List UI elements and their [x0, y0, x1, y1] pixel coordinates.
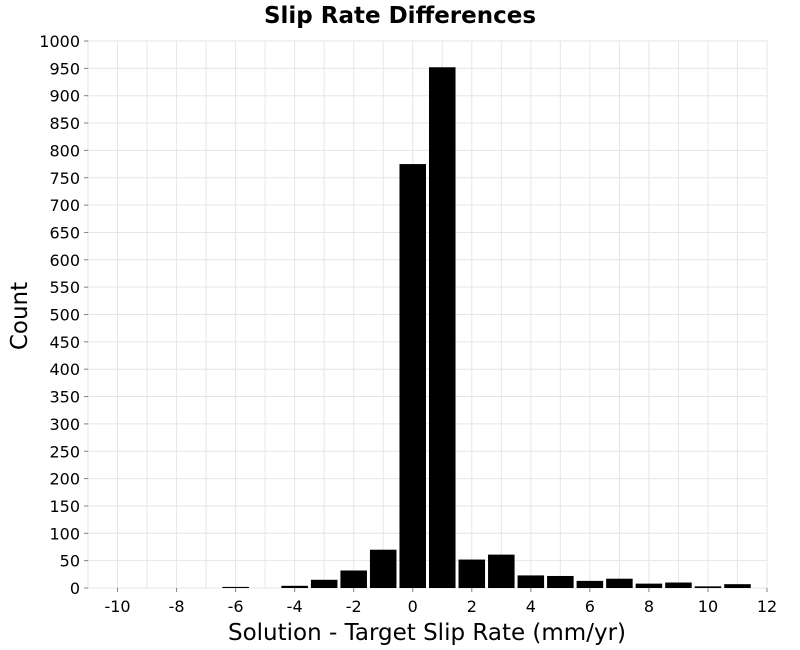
- x-tick-label: 2: [467, 597, 477, 616]
- y-axis-label: Count: [7, 282, 33, 350]
- y-tick-label: 950: [49, 59, 80, 78]
- histogram-bar: [369, 549, 397, 588]
- x-tick-label: -6: [228, 597, 244, 616]
- x-tick-label: 4: [526, 597, 536, 616]
- histogram-bar: [222, 586, 249, 588]
- y-tick-label: 100: [49, 524, 80, 543]
- x-tick-label: -2: [346, 597, 362, 616]
- y-tick-label: 850: [49, 114, 80, 133]
- histogram-bar: [458, 559, 486, 588]
- y-tick-label: 150: [49, 497, 80, 516]
- y-tick-label: 700: [49, 196, 80, 215]
- histogram-bar: [488, 554, 515, 588]
- y-tick-label: 650: [49, 223, 80, 242]
- histogram-bar: [429, 67, 456, 589]
- histogram-bar: [340, 570, 367, 588]
- histogram-bar: [399, 164, 426, 588]
- histogram-bar: [517, 575, 545, 588]
- histogram-bar: [694, 586, 722, 588]
- x-tick-label: 10: [698, 597, 718, 616]
- y-tick-label: 300: [49, 415, 80, 434]
- x-tick-label: 12: [757, 597, 777, 616]
- x-tick-label: 6: [585, 597, 595, 616]
- y-tick-label: 250: [49, 442, 80, 461]
- y-tick-label: 0: [70, 579, 80, 598]
- histogram-bar: [281, 585, 308, 588]
- y-tick-label: 200: [49, 470, 80, 489]
- y-tick-label: 450: [49, 333, 80, 352]
- y-tick-label: 350: [49, 388, 80, 407]
- histogram-bar: [665, 582, 692, 588]
- histogram-bar: [576, 580, 604, 588]
- y-tick-label: 50: [60, 552, 80, 571]
- histogram-bar: [724, 584, 751, 588]
- x-tick-label: -8: [169, 597, 185, 616]
- x-tick-label: 8: [644, 597, 654, 616]
- y-tick-label: 750: [49, 169, 80, 188]
- y-tick-label: 500: [49, 306, 80, 325]
- y-tick-label: 550: [49, 278, 80, 297]
- histogram-bar: [310, 579, 338, 588]
- y-tick-label: 800: [49, 141, 80, 160]
- y-tick-label: 1000: [39, 32, 80, 51]
- histogram-bar: [606, 578, 633, 588]
- histogram-bar: [547, 575, 574, 588]
- y-tick-label: 900: [49, 87, 80, 106]
- x-tick-label: -10: [104, 597, 130, 616]
- x-axis-label: Solution - Target Slip Rate (mm/yr): [228, 620, 626, 646]
- y-tick-label: 600: [49, 251, 80, 270]
- histogram-bar: [635, 583, 663, 588]
- x-tick-label: 0: [408, 597, 418, 616]
- y-tick-label: 400: [49, 360, 80, 379]
- x-tick-label: -4: [287, 597, 303, 616]
- chart-title: Slip Rate Differences: [264, 3, 536, 29]
